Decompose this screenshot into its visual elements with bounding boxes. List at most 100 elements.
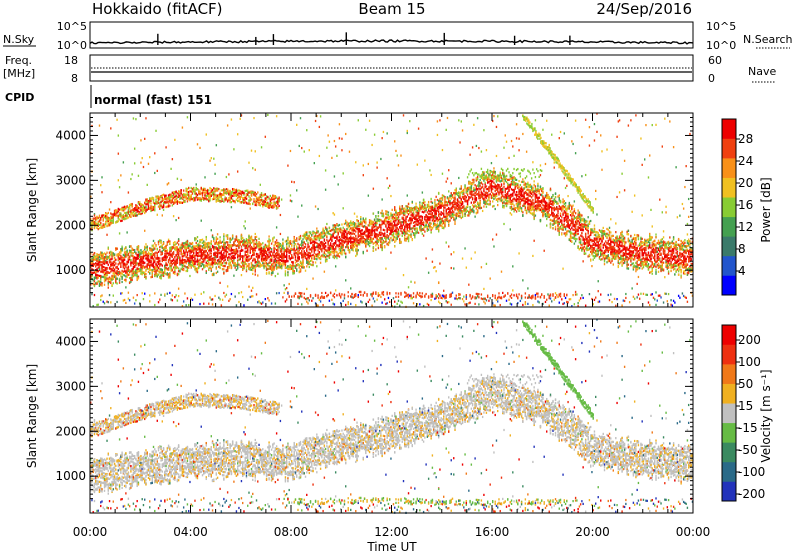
- power-cell: [105, 269, 106, 271]
- power-cell: [140, 253, 141, 255]
- power-cell: [159, 260, 160, 262]
- power-cell: [91, 226, 92, 228]
- power-cell: [109, 217, 110, 219]
- power-cell: [93, 272, 94, 274]
- power-cell: [121, 215, 122, 217]
- power-cell: [119, 258, 120, 260]
- power-cell: [145, 117, 146, 119]
- power-cell: [163, 272, 164, 274]
- power-cell: [155, 269, 156, 271]
- power-cell: [174, 261, 175, 263]
- power-cell: [118, 208, 119, 210]
- power-cell: [131, 209, 132, 211]
- power-cell: [110, 212, 111, 214]
- power-cell: [116, 119, 117, 121]
- power-cell: [158, 301, 159, 303]
- power-cell: [154, 270, 155, 272]
- power-cell: [105, 277, 106, 279]
- power-cell: [99, 258, 100, 260]
- power-cell: [157, 265, 158, 267]
- power-cell: [95, 277, 96, 279]
- power-cell: [172, 201, 173, 203]
- power-cell: [152, 274, 153, 276]
- power-cell: [167, 201, 168, 203]
- power-cell: [130, 251, 131, 253]
- power-cell: [109, 272, 110, 274]
- power-cell: [174, 139, 175, 141]
- power-cell: [133, 117, 134, 119]
- power-cell: [154, 209, 155, 211]
- power-cell: [159, 208, 160, 210]
- power-cell: [167, 183, 168, 185]
- power-cell: [172, 195, 173, 197]
- power-cell: [113, 267, 114, 269]
- power-cell: [145, 203, 146, 205]
- power-cell: [159, 268, 160, 270]
- power-cell: [147, 253, 148, 255]
- power-cell: [123, 254, 124, 256]
- power-cell: [160, 251, 161, 253]
- power-cell: [163, 243, 164, 245]
- power-cell: [150, 257, 151, 259]
- power-cell: [164, 246, 165, 248]
- power-cell: [159, 196, 160, 198]
- power-cell: [118, 259, 119, 261]
- power-cell: [155, 199, 156, 201]
- cpid-text: normal (fast) 151: [94, 93, 212, 107]
- power-cell: [174, 241, 175, 243]
- power-cell: [105, 221, 106, 223]
- power-cell: [150, 207, 151, 209]
- power-cell: [165, 253, 166, 255]
- power-cell: [124, 274, 125, 276]
- power-cell: [164, 265, 165, 267]
- power-cell: [173, 193, 174, 195]
- power-cell: [114, 276, 115, 278]
- power-cell: [160, 245, 161, 247]
- power-cell: [125, 256, 126, 258]
- power-cell: [109, 267, 110, 269]
- power-cell: [145, 198, 146, 200]
- power-cell: [108, 222, 109, 224]
- power-cell: [125, 215, 126, 217]
- power-cell: [139, 207, 140, 209]
- power-cell: [168, 259, 169, 261]
- power-cell: [148, 256, 149, 258]
- power-cell: [174, 244, 175, 246]
- power-cell: [173, 271, 174, 273]
- power-cell: [173, 246, 174, 248]
- power-cell: [155, 263, 156, 265]
- power-cell: [143, 205, 144, 207]
- power-cell: [101, 276, 102, 278]
- power-cell: [116, 220, 117, 222]
- power-cell: [119, 218, 120, 220]
- power-cell: [121, 217, 122, 219]
- power-cell: [131, 279, 132, 281]
- power-cell: [145, 209, 146, 211]
- power-cell: [174, 192, 175, 194]
- power-cell: [125, 266, 126, 268]
- power-cell: [138, 213, 139, 215]
- power-cell: [157, 214, 158, 216]
- freq-tick-top: 18: [64, 54, 78, 67]
- power-cell: [96, 258, 97, 260]
- nave-label: Nave: [748, 65, 776, 78]
- power-cell: [131, 249, 132, 251]
- power-cell: [115, 221, 116, 223]
- power-cell: [113, 270, 114, 272]
- power-cell: [157, 257, 158, 259]
- power-cell: [120, 272, 121, 274]
- power-cell: [131, 276, 132, 278]
- power-cell: [158, 274, 159, 276]
- power-cell: [96, 216, 97, 218]
- power-cell: [133, 270, 134, 272]
- power-cell: [133, 268, 134, 270]
- power-cell: [109, 257, 110, 259]
- power-cell: [134, 302, 135, 304]
- power-cell: [147, 264, 148, 266]
- power-cell: [118, 272, 119, 274]
- power-cell: [93, 217, 94, 219]
- power-cell: [136, 262, 137, 264]
- power-cell: [116, 301, 117, 303]
- power-cell: [95, 259, 96, 261]
- power-cell: [118, 153, 119, 155]
